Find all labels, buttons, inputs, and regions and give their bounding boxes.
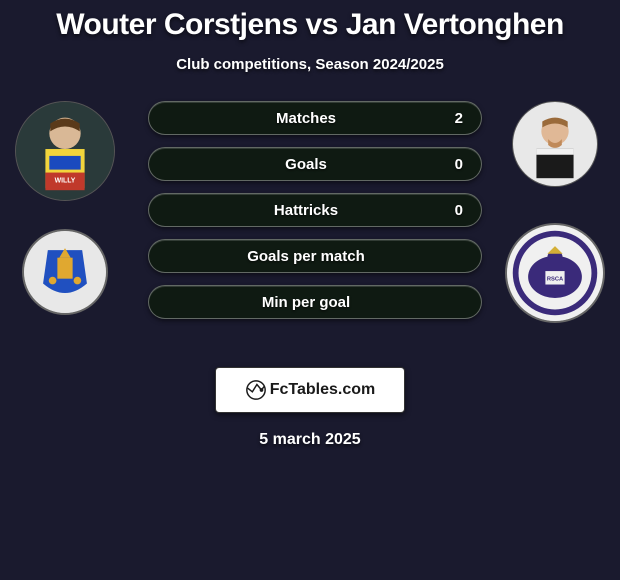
left-column: WILLY: [10, 101, 120, 315]
main-row: WILLY Matches 2 Goals: [0, 101, 620, 323]
brand-logo-icon: [245, 379, 267, 401]
stat-row-goals-per-match: Goals per match: [148, 239, 482, 273]
brand-footer[interactable]: FcTables.com: [215, 367, 405, 413]
generated-date: 5 march 2025: [259, 431, 360, 449]
player2-club-badge: RSCA: [505, 223, 605, 323]
player1-avatar: WILLY: [15, 101, 115, 201]
stat-label: Matches: [167, 110, 445, 127]
stat-label: Min per goal: [167, 294, 445, 311]
stat-row-matches: Matches 2: [148, 101, 482, 135]
player1-avatar-icon: WILLY: [16, 102, 114, 200]
player2-avatar-icon: [513, 102, 597, 186]
svg-text:WILLY: WILLY: [55, 177, 76, 184]
brand-text: FcTables.com: [270, 381, 376, 399]
player1-club-icon: [24, 231, 106, 313]
stat-label: Goals: [167, 156, 445, 173]
stat-value: 2: [445, 110, 463, 127]
stat-label: Goals per match: [167, 248, 445, 265]
comparison-card: Wouter Corstjens vs Jan Vertonghen Club …: [0, 0, 620, 580]
subtitle: Club competitions, Season 2024/2025: [176, 56, 444, 73]
stat-value: 0: [445, 156, 463, 173]
player2-avatar: [512, 101, 598, 187]
stat-row-min-per-goal: Min per goal: [148, 285, 482, 319]
player1-club-badge: [22, 229, 108, 315]
svg-text:RSCA: RSCA: [547, 277, 563, 283]
right-column: RSCA: [500, 101, 610, 323]
stats-column: Matches 2 Goals 0 Hattricks 0 Goals per …: [120, 101, 500, 319]
page-title: Wouter Corstjens vs Jan Vertonghen: [56, 8, 564, 42]
stat-row-goals: Goals 0: [148, 147, 482, 181]
stat-value: 0: [445, 202, 463, 219]
stat-label: Hattricks: [167, 202, 445, 219]
player2-club-icon: RSCA: [507, 225, 603, 321]
stat-row-hattricks: Hattricks 0: [148, 193, 482, 227]
